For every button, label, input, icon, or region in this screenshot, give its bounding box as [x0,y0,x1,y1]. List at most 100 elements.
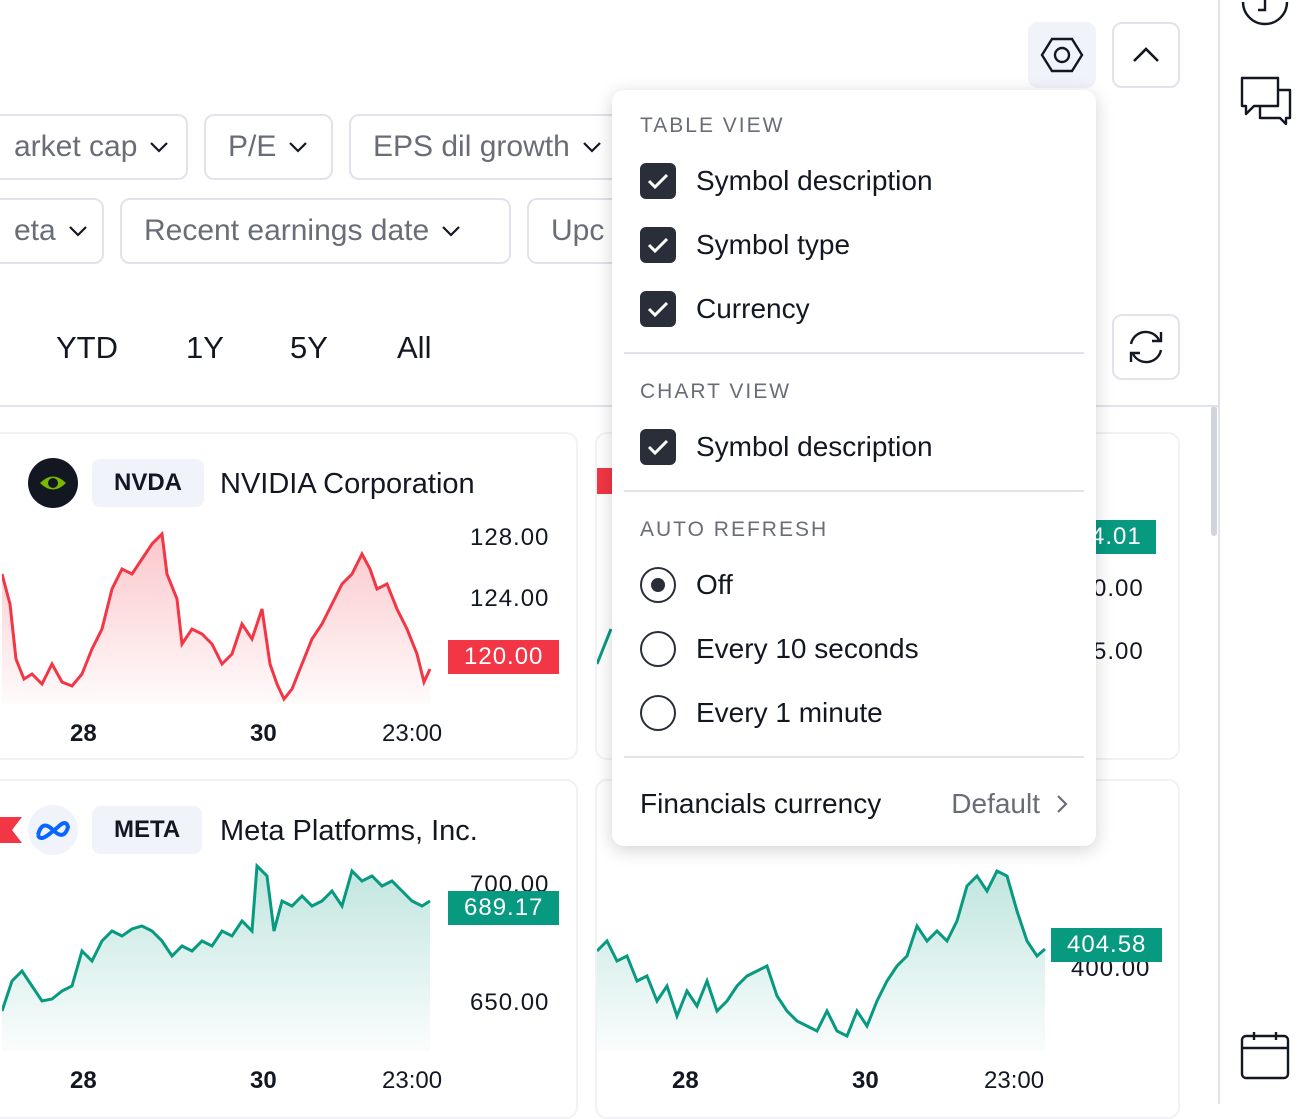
clock-icon[interactable] [1240,0,1290,32]
checkbox-label: Symbol type [696,229,851,260]
checkbox-checked[interactable] [640,291,676,327]
chevron-down-icon [289,142,308,153]
filter-label: P/E [228,130,277,163]
radio-label: Every 10 seconds [696,633,919,664]
chart-card-meta[interactable]: META Meta Platforms, Inc. 700.00 650.00 … [0,779,578,1119]
x-axis-label: 28 [70,1067,97,1094]
x-axis-label: 28 [672,1067,699,1094]
radio-row-every-10-seconds[interactable]: Every 10 seconds [640,631,919,667]
checkbox-checked[interactable] [640,429,676,465]
check-icon [647,237,669,254]
menu-divider [624,756,1084,758]
scrollbar-thumb[interactable] [1211,406,1217,536]
price-chart-right-bottom [597,868,1046,1051]
chevron-right-icon [1057,795,1068,813]
settings-button[interactable] [1028,22,1096,88]
radio-row-off[interactable]: Off [640,567,733,603]
checkbox-row-currency[interactable]: Currency [640,291,810,327]
change-flag [597,468,613,494]
x-axis-label: 23:00 [984,1067,1045,1094]
collapse-button[interactable] [1112,22,1180,88]
period-ytd[interactable]: YTD [56,330,118,365]
meta-logo-icon [28,805,78,855]
last-price-badge: 404.58 [1051,928,1163,962]
section-title-chart-view: CHART VIEW [640,380,792,403]
chevron-down-icon [442,226,460,237]
checkbox-checked[interactable] [640,163,676,199]
radio-label: Off [696,569,733,600]
price-chart-meta [2,862,431,1051]
filter-beta[interactable]: eta [0,198,104,264]
refresh-icon [1129,330,1163,364]
checkbox-row-symbol-description[interactable]: Symbol description [640,163,933,199]
y-axis-label: 128.00 [470,524,550,551]
filter-eps-dil-growth[interactable]: EPS dil growth [349,114,649,180]
x-axis-label: 23:00 [382,1067,443,1094]
last-price-badge: 120.00 [448,640,560,674]
ticker-badge: META [92,806,203,854]
checkbox-row-chart-symbol-description[interactable]: Symbol description [640,429,933,465]
filter-label: eta [14,214,56,247]
check-icon [647,301,669,318]
period-all[interactable]: All [397,330,432,365]
change-flag-icon [0,817,22,843]
radio-label: Every 1 minute [696,697,883,728]
check-icon [647,173,669,190]
refresh-button[interactable] [1112,314,1180,380]
radio-selected[interactable] [640,567,676,603]
section-title-auto-refresh: AUTO REFRESH [640,518,829,541]
company-name: NVIDIA Corporation [220,468,475,500]
menu-divider [624,490,1084,492]
chevron-down-icon [68,226,87,237]
x-axis-label: 23:00 [382,720,443,747]
right-sidebar-divider [1218,0,1220,1104]
y-axis-label: 5.00 [1093,638,1144,665]
checkbox-row-symbol-type[interactable]: Symbol type [640,227,850,263]
filter-market-cap[interactable]: arket cap [0,114,188,180]
x-axis-label: 30 [852,1067,879,1094]
filter-label: arket cap [14,130,138,163]
radio-dot [651,578,665,592]
radio-unselected[interactable] [640,695,676,731]
financials-currency-value-group: Default [951,788,1068,820]
y-axis-label: 124.00 [470,585,550,612]
y-axis-label: 0.00 [1093,575,1144,602]
check-icon [647,439,669,456]
financials-currency-value: Default [951,788,1040,819]
financials-currency-label: Financials currency [640,788,882,819]
x-axis-label: 30 [250,1067,277,1094]
section-title-table-view: TABLE VIEW [640,114,785,137]
chat-icon[interactable] [1240,76,1292,126]
last-price-badge: 689.17 [448,891,560,925]
period-5y[interactable]: 5Y [290,330,328,365]
radio-row-every-1-minute[interactable]: Every 1 minute [640,695,883,731]
chart-card-nvda[interactable]: NVDA NVIDIA Corporation 128.00 124.00 12… [0,432,578,760]
ticker-badge: NVDA [92,459,205,507]
filter-label: Recent earnings date [144,214,430,247]
price-chart-right-top [597,628,613,665]
radio-unselected[interactable] [640,631,676,667]
nvidia-logo-icon [28,458,78,508]
checkbox-label: Symbol description [696,431,933,462]
menu-divider [624,352,1084,354]
filter-pe[interactable]: P/E [204,114,333,180]
period-1y[interactable]: 1Y [186,330,224,365]
chevron-down-icon [150,142,169,153]
chevron-up-icon [1133,47,1159,62]
content-divider [0,405,1218,407]
settings-menu: TABLE VIEW Symbol description Symbol typ… [612,90,1096,846]
checkbox-label: Currency [696,293,810,324]
y-axis-label: 650.00 [470,989,550,1016]
financials-currency-row[interactable]: Financials currency Default [640,772,1068,836]
chevron-down-icon [582,142,601,153]
x-axis-label: 30 [250,720,277,747]
filter-label: Upc [551,214,605,247]
company-name: Meta Platforms, Inc. [220,815,478,847]
price-chart-nvda [2,530,432,704]
filter-label: EPS dil growth [373,130,570,163]
filter-recent-earnings-date[interactable]: Recent earnings date [120,198,511,264]
calendar-icon[interactable] [1240,1030,1290,1080]
x-axis-label: 28 [70,720,97,747]
checkbox-checked[interactable] [640,227,676,263]
settings-hexagon-icon [1040,37,1084,73]
